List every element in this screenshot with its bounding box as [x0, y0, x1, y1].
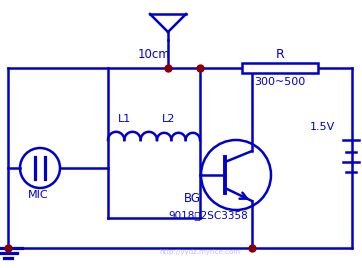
Text: BG: BG — [184, 192, 201, 205]
Text: 9018或2SC3358: 9018或2SC3358 — [168, 210, 248, 220]
Text: 1.5V: 1.5V — [310, 122, 335, 132]
Text: L2: L2 — [162, 114, 175, 124]
Bar — [242, 63, 318, 73]
Text: R: R — [275, 49, 285, 61]
Text: MIC: MIC — [28, 190, 49, 200]
Text: 10cm: 10cm — [138, 48, 171, 61]
Text: http://yydz.myrice.com: http://yydz.myrice.com — [160, 249, 240, 255]
Text: 300~500: 300~500 — [254, 77, 306, 87]
Text: L1: L1 — [118, 114, 131, 124]
